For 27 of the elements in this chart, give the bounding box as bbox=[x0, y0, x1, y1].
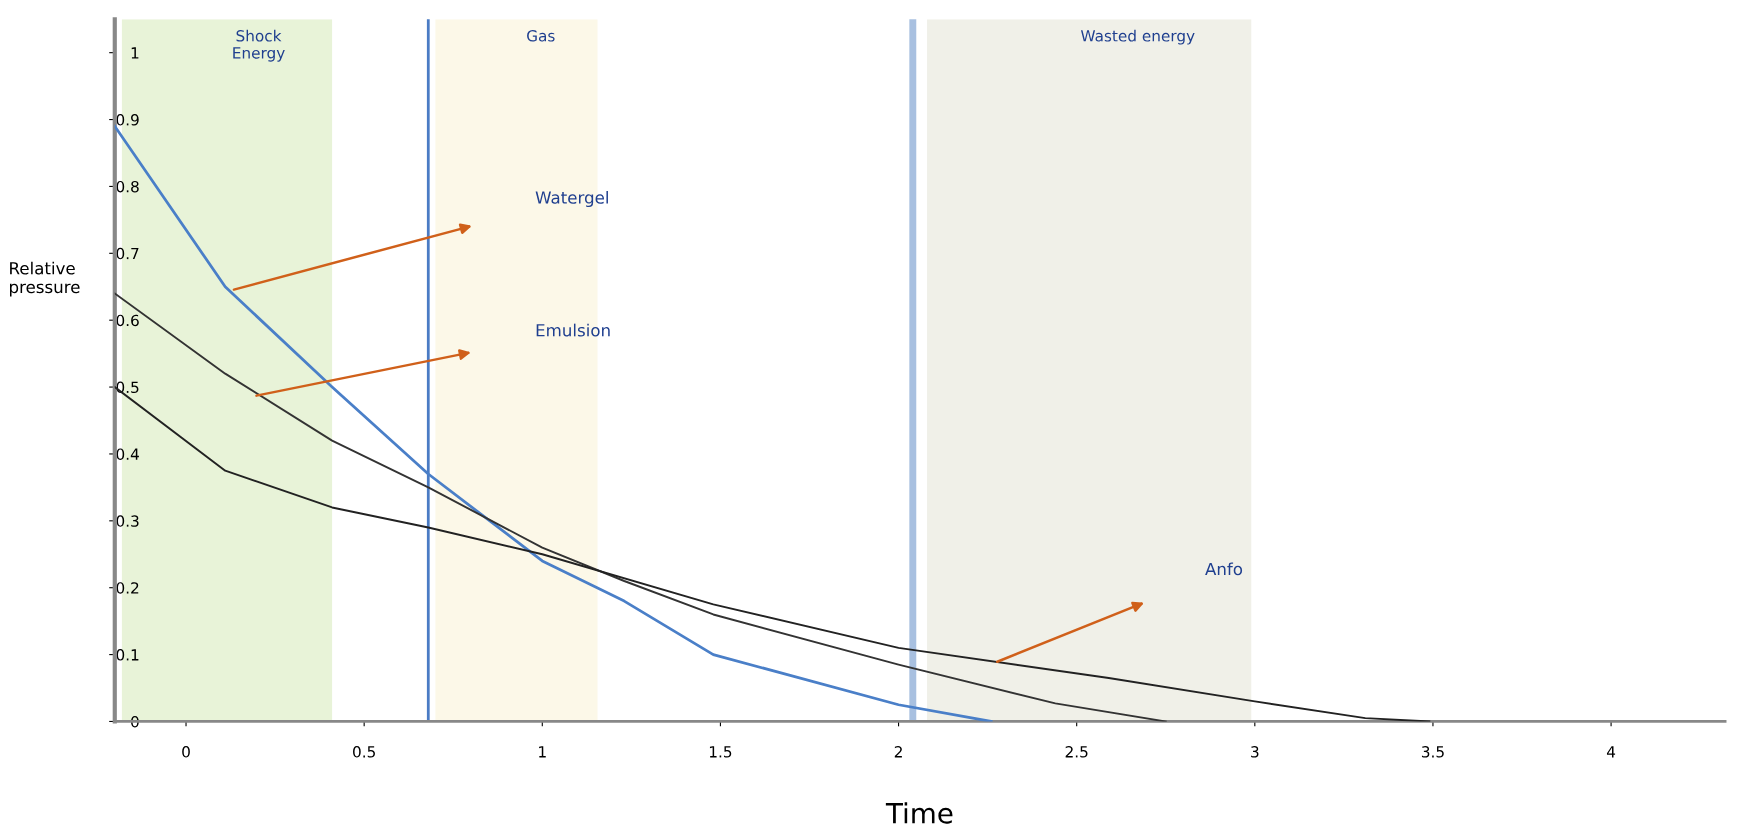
x-tick-label: 1 bbox=[539, 746, 546, 758]
x-axis-title: Time bbox=[885, 802, 953, 824]
x-tick-label: 3 bbox=[1251, 746, 1259, 758]
y-tick-label: 0.9 bbox=[116, 114, 139, 126]
y-tick-label: 0.6 bbox=[116, 314, 139, 327]
y-tick-label: 0.5 bbox=[116, 381, 139, 394]
y-tick-label: 0.3 bbox=[116, 515, 139, 527]
x-tick-label: 2 bbox=[894, 746, 902, 758]
band-label: Wasted energy bbox=[1080, 29, 1195, 45]
y-axis-title: Relative pressure bbox=[10, 261, 80, 297]
y-tick-label: 0.1 bbox=[116, 649, 139, 661]
annotation: Watergel bbox=[535, 190, 608, 208]
x-tick-label: 0.5 bbox=[353, 746, 375, 758]
x-tick-label: 1.5 bbox=[709, 746, 732, 758]
y-tick-label: 0.7 bbox=[116, 247, 139, 260]
y-tick-label: 0.4 bbox=[116, 448, 139, 460]
band-label: Shock Energy bbox=[233, 29, 285, 62]
x-tick-label: 3.5 bbox=[1421, 746, 1444, 758]
x-tick-label: 0 bbox=[182, 746, 190, 758]
x-tick-label: 2.5 bbox=[1065, 746, 1088, 758]
y-tick-label: 0.8 bbox=[116, 180, 139, 193]
annotation: Emulsion bbox=[536, 323, 610, 337]
annotation: Anfo bbox=[1205, 562, 1243, 576]
y-tick-label: 0.2 bbox=[116, 582, 139, 594]
band-label: Gas bbox=[527, 30, 555, 42]
y-tick-label: 1 bbox=[131, 47, 139, 59]
x-tick-label: 4 bbox=[1606, 746, 1616, 758]
